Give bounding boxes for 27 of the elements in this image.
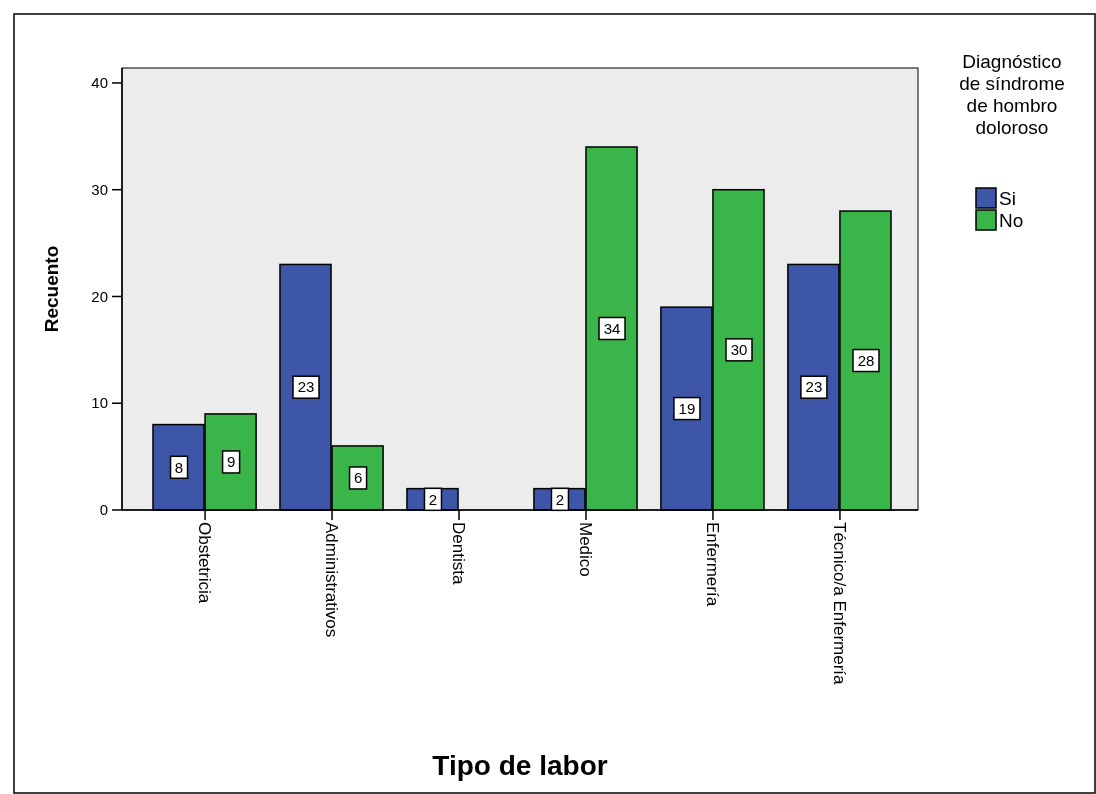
y-tick-label: 20 bbox=[91, 287, 108, 305]
x-tick-label: Administrativos bbox=[322, 522, 342, 638]
data-label: 2 bbox=[428, 490, 438, 508]
data-label: 28 bbox=[857, 351, 875, 369]
legend-label: Si bbox=[999, 187, 1016, 209]
x-tick-label: Obstetricia bbox=[195, 522, 215, 604]
y-tick-label: 30 bbox=[91, 180, 108, 198]
x-axis-title: Tipo de labor bbox=[432, 750, 608, 781]
data-label: 6 bbox=[353, 469, 363, 487]
y-tick-label: 40 bbox=[91, 74, 108, 92]
x-tick-label: Medico bbox=[576, 522, 596, 577]
data-label: 2 bbox=[555, 490, 565, 508]
y-axis-title: Recuento bbox=[41, 245, 62, 333]
data-label: 19 bbox=[678, 399, 696, 417]
x-tick-label: Dentista bbox=[449, 522, 469, 585]
y-tick-label: 0 bbox=[99, 501, 108, 519]
x-tick-label: Técnico/a Enfermería bbox=[829, 522, 849, 686]
y-tick-label: 10 bbox=[91, 394, 108, 412]
data-label: 9 bbox=[226, 453, 236, 471]
data-label: 8 bbox=[174, 458, 184, 476]
legend-label: No bbox=[999, 209, 1024, 231]
x-tick-label: Enfermería bbox=[703, 522, 723, 607]
data-label: 23 bbox=[805, 378, 823, 396]
data-label: 30 bbox=[730, 341, 748, 359]
legend-title: Diagnóstico de síndrome de hombro doloroso bbox=[959, 51, 1065, 138]
data-label: 23 bbox=[297, 378, 315, 396]
data-label: 34 bbox=[603, 319, 621, 337]
